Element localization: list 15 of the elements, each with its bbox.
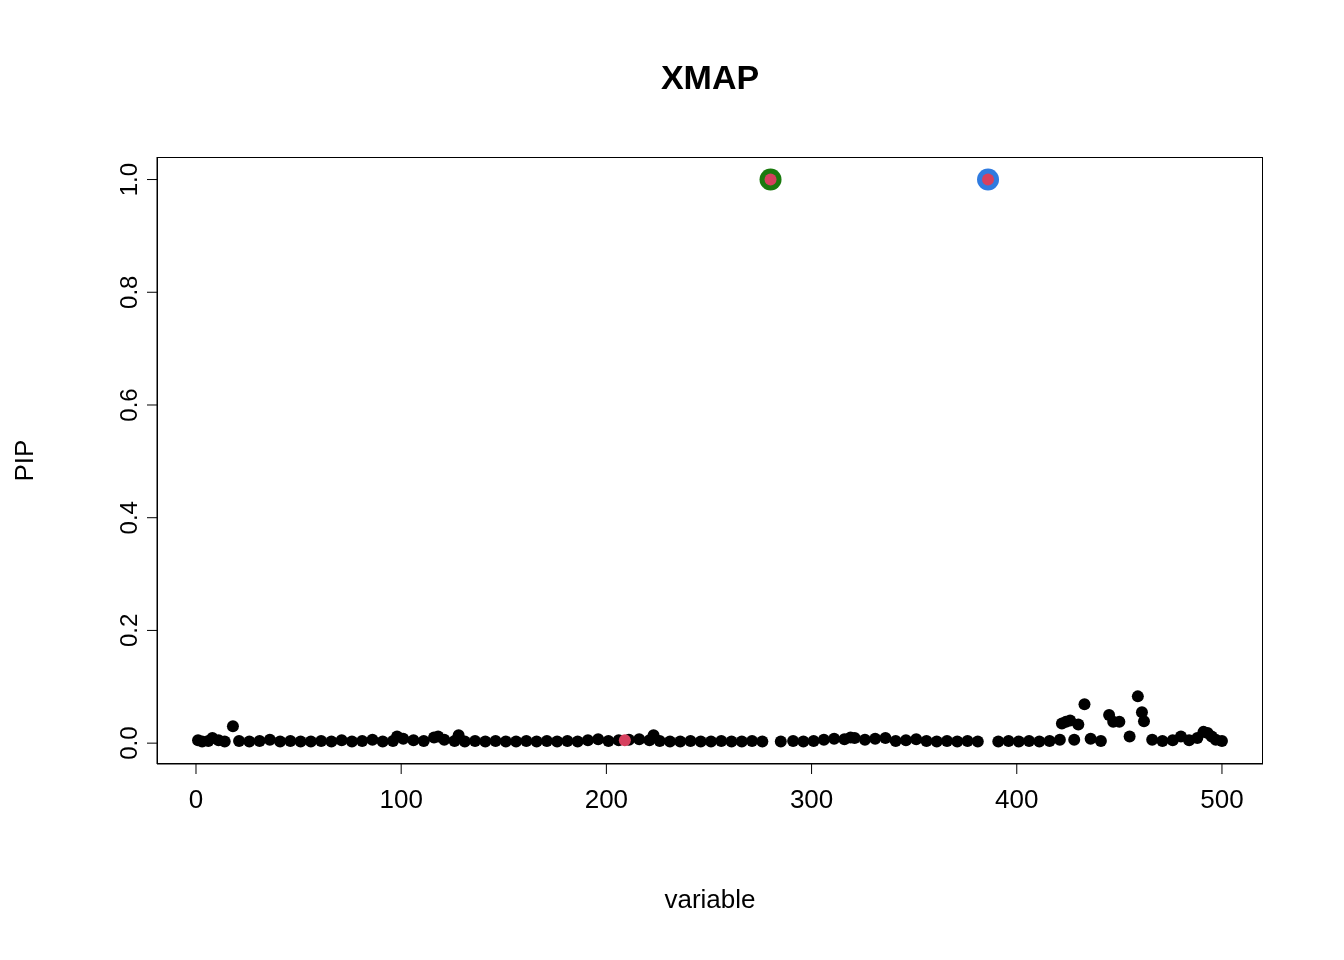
y-tick-label: 0.2 bbox=[115, 613, 142, 648]
x-axis-title: variable bbox=[663, 884, 757, 915]
chart-title: XMAP bbox=[659, 58, 761, 97]
y-tick-label: 0.4 bbox=[115, 501, 142, 535]
x-tick-label: 100 bbox=[379, 784, 423, 815]
x-tick-label: 400 bbox=[995, 784, 1039, 815]
x-tick-label: 0 bbox=[188, 784, 204, 815]
y-tick-label: 0.6 bbox=[115, 388, 142, 422]
y-tick-label: 0.8 bbox=[115, 275, 142, 309]
y-tick-label: 1.0 bbox=[115, 162, 142, 197]
x-tick-label: 200 bbox=[584, 784, 629, 815]
x-tick-label: 300 bbox=[789, 784, 834, 815]
x-tick-label: 500 bbox=[1200, 784, 1244, 815]
y-tick-label: 0.0 bbox=[115, 726, 142, 760]
y-axis-title: PIP bbox=[8, 438, 40, 483]
